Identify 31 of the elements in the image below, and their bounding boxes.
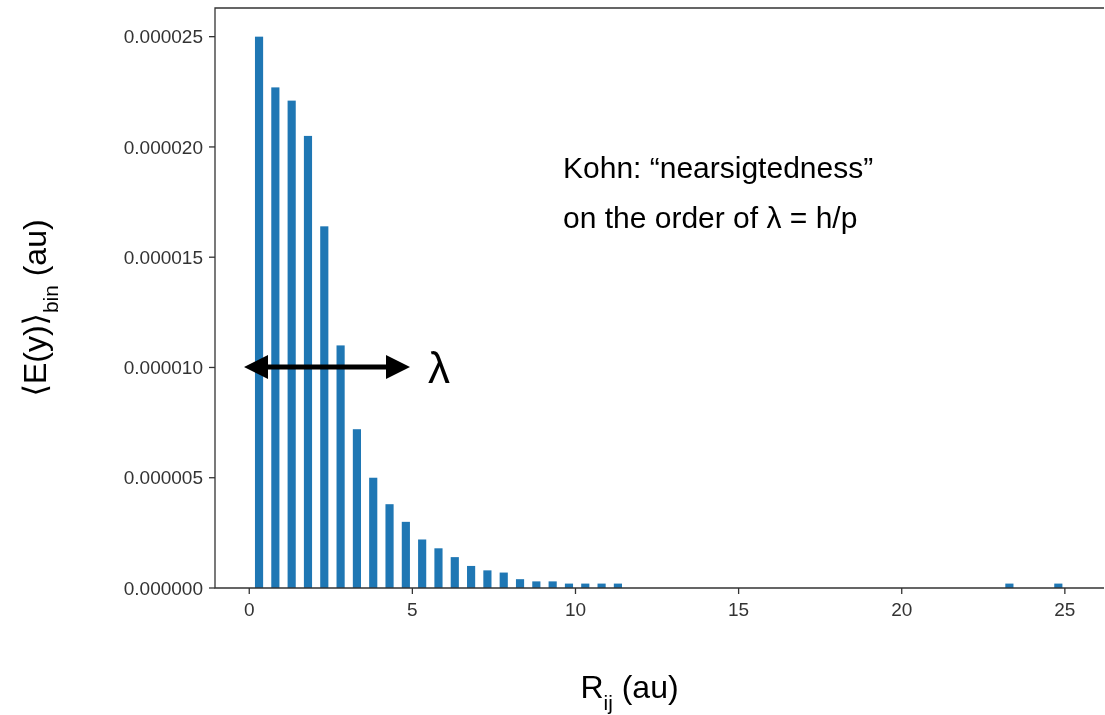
y-tick-label: 0.000000 [123, 577, 203, 599]
annotation: Kohn: “nearsigtedness” [563, 151, 874, 184]
x-tick-label: 10 [564, 599, 587, 620]
y-tick-label: 0.000010 [123, 357, 203, 379]
bar [287, 100, 296, 588]
bar [483, 570, 492, 588]
y-tick-label: 0.000005 [123, 467, 203, 489]
annotation: λ [428, 343, 450, 392]
bar [320, 226, 329, 588]
annotation: on the order of λ = h/p [563, 201, 858, 234]
x-tick-label: 0 [243, 599, 255, 620]
x-axis-title: R$_{ij}$ (au) [580, 669, 679, 714]
bar [385, 504, 394, 588]
x-tick-label: 25 [1054, 599, 1076, 620]
x-tick-label: 20 [891, 599, 913, 620]
bar [450, 557, 459, 588]
bar [418, 539, 427, 588]
bar [303, 135, 313, 588]
y-tick-label: 0.000025 [123, 26, 203, 48]
x-tick-label: 5 [407, 599, 418, 620]
bar [254, 36, 264, 588]
x-tick-label: 15 [728, 599, 750, 620]
bar [336, 345, 345, 588]
bar [434, 548, 443, 588]
bar [401, 521, 410, 588]
bar [369, 477, 378, 588]
bar [467, 565, 476, 588]
bar [271, 87, 280, 588]
y-tick-label: 0.000020 [123, 136, 203, 158]
bar [352, 429, 361, 588]
y-tick-label: 0.000015 [123, 246, 203, 268]
